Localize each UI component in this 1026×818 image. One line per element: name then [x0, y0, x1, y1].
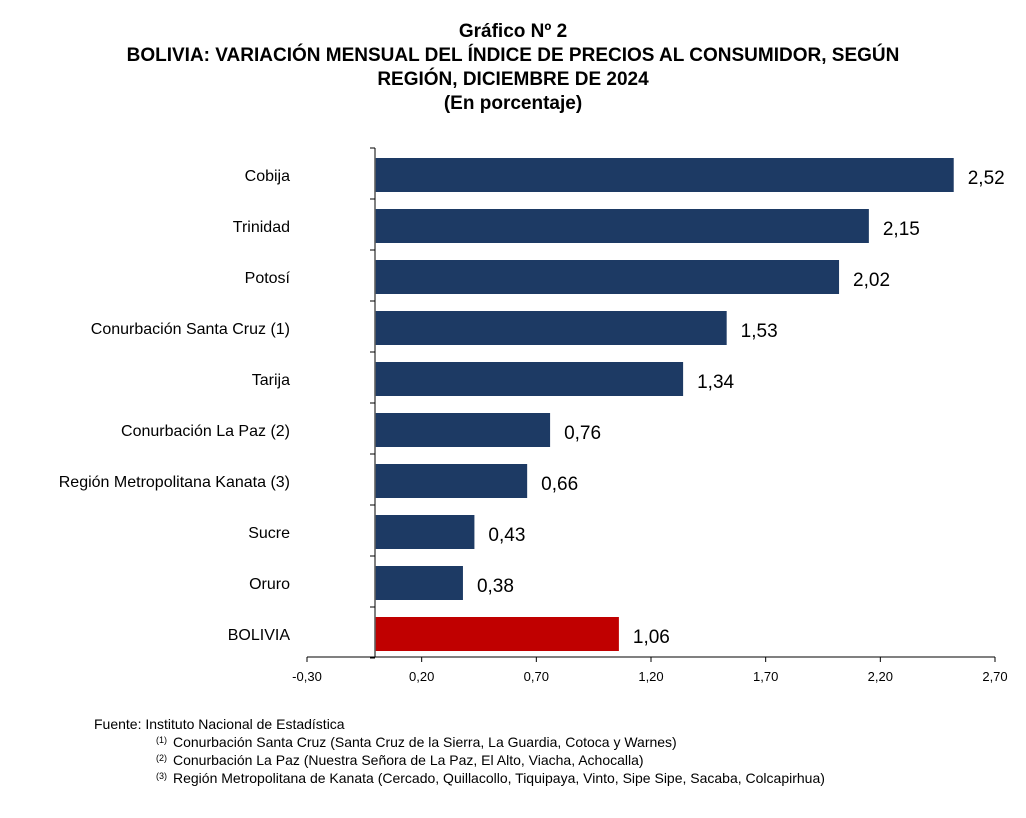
x-tick-label: 0,70 [524, 669, 549, 684]
chart-title: Gráfico Nº 2 BOLIVIA: VARIACIÓN MENSUAL … [0, 20, 1026, 116]
footnote-marker: (2) [156, 753, 167, 763]
chart-title-line-1: Gráfico Nº 2 [458, 21, 568, 42]
footnotes: Fuente: Instituto Nacional de Estadístic… [94, 715, 825, 787]
category-label: Región Metropolitana Kanata (3) [59, 474, 290, 491]
data-label: 2,52 [968, 168, 1005, 189]
x-tick-label: 2,70 [982, 669, 1007, 684]
x-tick-label: 2,20 [868, 669, 893, 684]
category-label: Cobija [245, 168, 290, 185]
chart-subtitle: (En porcentaje) [443, 93, 583, 114]
footnote-text: Conurbación Santa Cruz (Santa Cruz de la… [173, 734, 677, 750]
x-tick-label: 1,70 [753, 669, 778, 684]
data-label: 1,53 [741, 321, 778, 342]
bar [375, 413, 551, 447]
data-label: 0,76 [564, 423, 601, 444]
chart-title-line-2: BOLIVIA: VARIACIÓN MENSUAL DEL ÍNDICE DE… [126, 45, 900, 66]
category-label: Potosí [245, 270, 291, 287]
bar [375, 617, 619, 651]
footnote-text: Conurbación La Paz (Nuestra Señora de La… [173, 752, 644, 768]
data-label: 2,15 [883, 219, 920, 240]
data-label: 0,66 [541, 474, 578, 495]
x-tick-label: 0,20 [409, 669, 434, 684]
footnote-3: (3) Región Metropolitana de Kanata (Cerca… [94, 769, 825, 787]
bar-chart: -0,30 0,20 0,70 1,20 1,70 2,20 2,70 Cobija 2,52 T… [59, 147, 1008, 684]
x-tick-label: 1,20 [638, 669, 663, 684]
bar [375, 158, 954, 192]
footnote-1: (1) Conurbación Santa Cruz (Santa Cruz de… [94, 733, 825, 751]
bar [375, 566, 463, 600]
x-tick-label: -0,30 [292, 669, 322, 684]
data-label: 1,06 [633, 627, 670, 648]
category-label: Conurbación Santa Cruz (1) [91, 321, 290, 338]
bar [375, 209, 869, 243]
bar [375, 362, 684, 396]
bar [375, 311, 727, 345]
data-label: 2,02 [853, 270, 890, 291]
data-label: 1,34 [697, 372, 734, 393]
category-label: Trinidad [233, 219, 290, 236]
footnote-2: (2) Conurbación La Paz (Nuestra Señora de… [94, 751, 825, 769]
footnote-marker: (3) [156, 771, 167, 781]
bar [375, 464, 528, 498]
bar [375, 515, 475, 549]
category-label: Tarija [252, 372, 290, 389]
category-label: Oruro [249, 576, 290, 593]
source-note: Fuente: Instituto Nacional de Estadístic… [94, 716, 345, 732]
chart-title-line-3: REGIÓN, DICIEMBRE DE 2024 [377, 69, 649, 90]
footnote-marker: (1) [156, 735, 167, 745]
category-label: Conurbación La Paz (2) [121, 423, 290, 440]
bar [375, 260, 840, 294]
data-label: 0,43 [488, 525, 525, 546]
category-label: BOLIVIA [228, 627, 291, 644]
footnote-text: Región Metropolitana de Kanata (Cercado,… [173, 770, 825, 786]
data-label: 0,38 [477, 576, 514, 597]
category-label: Sucre [248, 525, 290, 542]
